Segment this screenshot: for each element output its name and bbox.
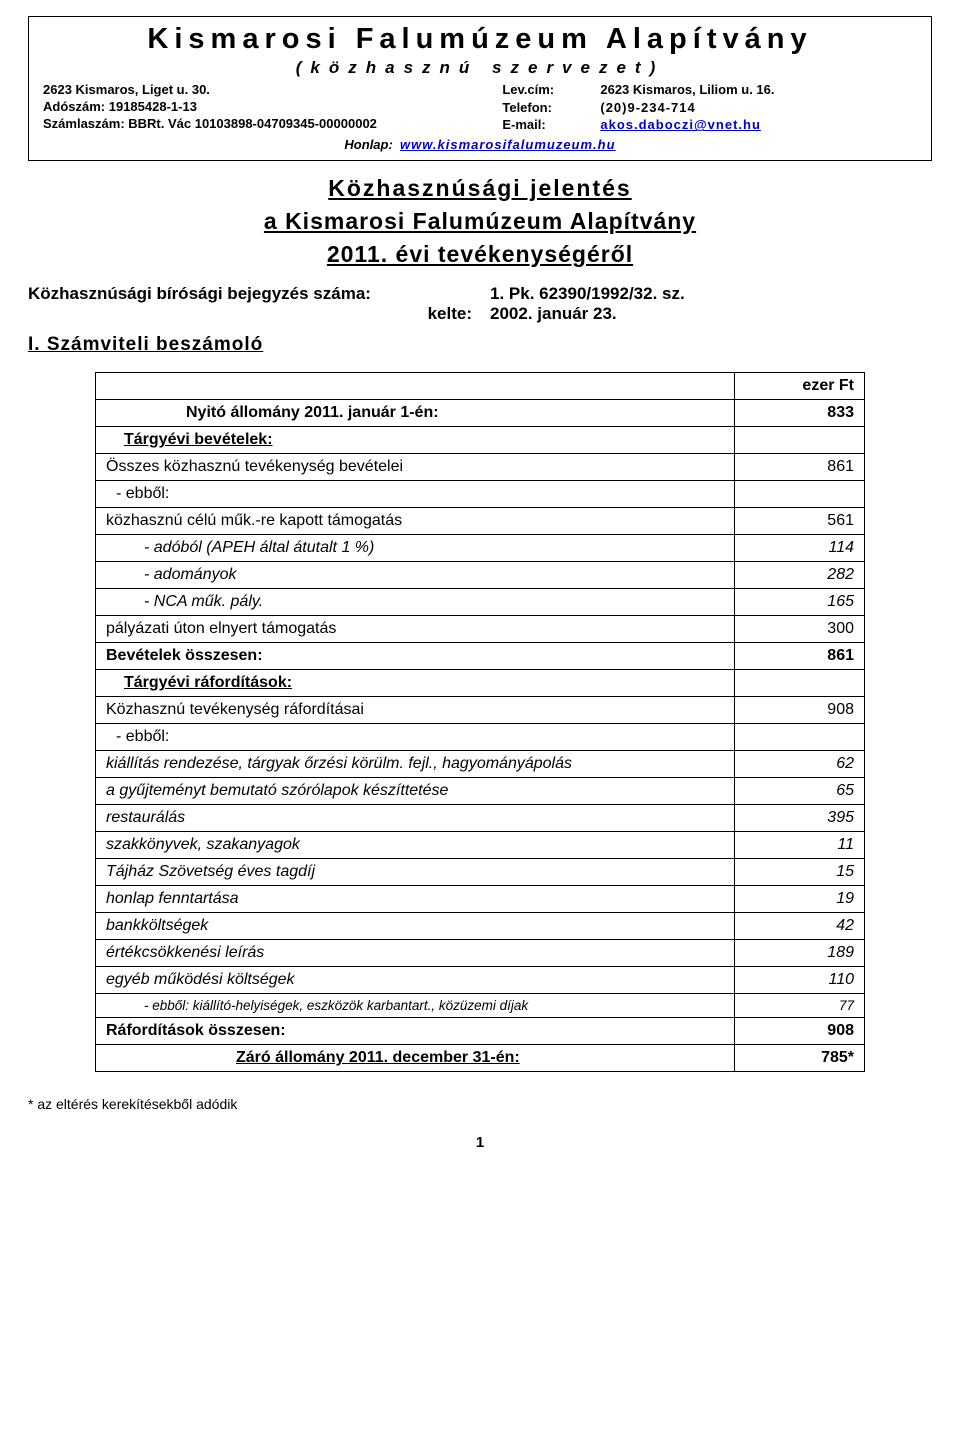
table-unit-spacer: [96, 373, 735, 400]
table-row-value: 110: [735, 967, 865, 994]
letterhead-columns: 2623 Kismaros, Liget u. 30. Adószám: 191…: [43, 82, 917, 133]
table-row-label: Tárgyévi ráfordítások:: [96, 670, 735, 697]
table-row-label: Közhasznú tevékenység ráfordításai: [96, 697, 735, 724]
table-row-label: egyéb működési költségek: [96, 967, 735, 994]
table-row-value: [735, 670, 865, 697]
table-row-value: 42: [735, 913, 865, 940]
section-1-heading: I. Számviteli beszámoló: [28, 334, 932, 356]
org-title: Kismarosi Falumúzeum Alapítvány: [43, 23, 917, 56]
honlap-line: Honlap: www.kismarosifalumuzeum.hu: [43, 137, 917, 152]
doc-title-line3: 2011. évi tevékenységéről: [28, 241, 932, 268]
table-row-value: 65: [735, 778, 865, 805]
table-row-label: Összes közhasznú tevékenység bevételei: [96, 454, 735, 481]
table-row-label: Záró állomány 2011. december 31-én:: [96, 1045, 735, 1072]
table-row-label: Tárgyévi bevételek:: [96, 427, 735, 454]
table-row-value: 62: [735, 751, 865, 778]
table-row-value: 561: [735, 508, 865, 535]
table-row-value: 785*: [735, 1045, 865, 1072]
tel-value: (20)9-234-714: [600, 100, 917, 116]
registration-block: Közhasznúsági bírósági bejegyzés száma: …: [28, 284, 932, 324]
letterhead-right: Lev.cím: 2623 Kismaros, Liliom u. 16. Te…: [502, 82, 917, 133]
table-row-value: 395: [735, 805, 865, 832]
table-row-label: Nyitó állomány 2011. január 1-én:: [96, 400, 735, 427]
acct-line: Számlaszám: BBRt. Vác 10103898-04709345-…: [43, 116, 478, 131]
table-row-label: - adományok: [96, 562, 735, 589]
table-row-value: [735, 427, 865, 454]
footnote: * az eltérés kerekítésekből adódik: [28, 1096, 932, 1112]
table-row-label: bankköltségek: [96, 913, 735, 940]
table-row-label: restaurálás: [96, 805, 735, 832]
table-row-value: [735, 724, 865, 751]
tax-line: Adószám: 19185428-1-13: [43, 99, 478, 114]
table-unit-header: ezer Ft: [735, 373, 865, 400]
table-row-value: 77: [735, 994, 865, 1018]
letterhead-box: Kismarosi Falumúzeum Alapítvány (közhasz…: [28, 16, 932, 161]
table-row-value: 282: [735, 562, 865, 589]
tel-label: Telefon:: [502, 100, 594, 116]
table-row-value: 114: [735, 535, 865, 562]
table-row-value: 189: [735, 940, 865, 967]
table-row-label: a gyűjteményt bemutató szórólapok készít…: [96, 778, 735, 805]
table-row-label: - ebből: kiállító-helyiségek, eszközök k…: [96, 994, 735, 1018]
table-row-label: Bevételek összesen:: [96, 643, 735, 670]
table-row-value: 908: [735, 1018, 865, 1045]
reg-row1-value: 1. Pk. 62390/1992/32. sz.: [490, 284, 932, 304]
table-row-label: pályázati úton elnyert támogatás: [96, 616, 735, 643]
doc-title-line1: Közhasznúsági jelentés: [28, 175, 932, 202]
page-number: 1: [28, 1134, 932, 1151]
lev-value: 2623 Kismaros, Liliom u. 16.: [600, 82, 917, 98]
table-row-value: 833: [735, 400, 865, 427]
table-row-value: 11: [735, 832, 865, 859]
addr-line: 2623 Kismaros, Liget u. 30.: [43, 82, 478, 97]
doc-title-line2: a Kismarosi Falumúzeum Alapítvány: [28, 208, 932, 235]
table-row-value: 908: [735, 697, 865, 724]
honlap-label: Honlap:: [344, 137, 392, 152]
reg-row1-label: Közhasznúsági bírósági bejegyzés száma:: [28, 284, 490, 304]
table-row-label: szakkönyvek, szakanyagok: [96, 832, 735, 859]
table-row-value: [735, 481, 865, 508]
table-row-value: 300: [735, 616, 865, 643]
table-row-label: - NCA műk. pály.: [96, 589, 735, 616]
table-row-value: 19: [735, 886, 865, 913]
table-row-label: honlap fenntartása: [96, 886, 735, 913]
table-row-label: - ebből:: [96, 724, 735, 751]
lev-label: Lev.cím:: [502, 82, 594, 98]
email-link[interactable]: akos.daboczi@vnet.hu: [600, 117, 761, 132]
table-row-value: 165: [735, 589, 865, 616]
table-row-label: - ebből:: [96, 481, 735, 508]
letterhead-left: 2623 Kismaros, Liget u. 30. Adószám: 191…: [43, 82, 478, 133]
table-row-value: 15: [735, 859, 865, 886]
table-row-label: Ráfordítások összesen:: [96, 1018, 735, 1045]
reg-row2-label: kelte:: [28, 304, 490, 324]
honlap-link[interactable]: www.kismarosifalumuzeum.hu: [400, 137, 616, 152]
email-label: E-mail:: [502, 117, 594, 133]
table-row-label: közhasznú célú műk.-re kapott támogatás: [96, 508, 735, 535]
table-row-label: kiállítás rendezése, tárgyak őrzési körü…: [96, 751, 735, 778]
table-row-value: 861: [735, 643, 865, 670]
table-row-label: Tájház Szövetség éves tagdíj: [96, 859, 735, 886]
table-row-label: értékcsökkenési leírás: [96, 940, 735, 967]
financial-table: ezer Ft Nyitó állomány 2011. január 1-én…: [95, 372, 865, 1072]
table-row-label: - adóból (APEH által átutalt 1 %): [96, 535, 735, 562]
reg-row2-value: 2002. január 23.: [490, 304, 932, 324]
org-subtitle: (közhasznú szervezet): [43, 58, 917, 78]
table-row-value: 861: [735, 454, 865, 481]
